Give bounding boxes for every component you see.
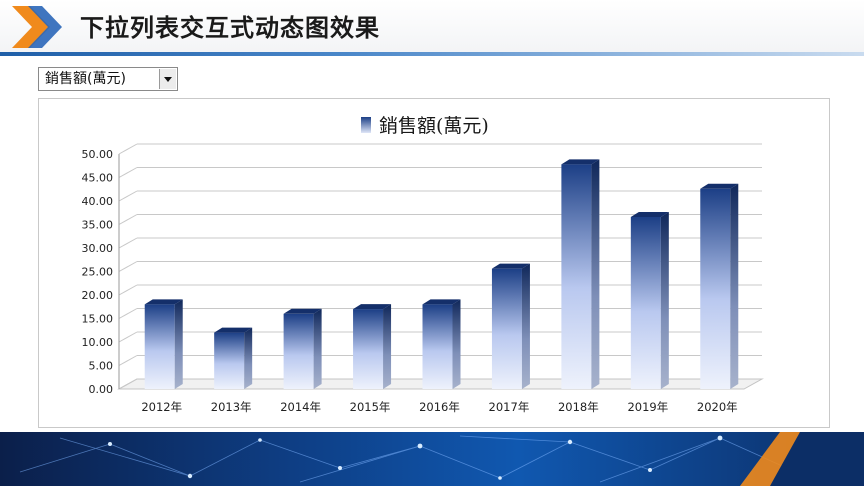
x-tick-label: 2017年 — [489, 400, 530, 414]
gridline-depth — [118, 214, 138, 225]
slide-header: 下拉列表交互式动态图效果 — [0, 0, 864, 56]
bar — [561, 159, 600, 389]
bar-top — [422, 299, 461, 305]
gridline-depth — [118, 167, 138, 178]
bar-front — [353, 309, 384, 389]
bar-chart: 0.00 5.00 10.00 15.00 20.00 25.00 30.00 35.00 40… — [82, 115, 764, 414]
decorative-network-band — [0, 432, 864, 486]
bar-top — [491, 263, 530, 269]
y-tick-label: 30.00 — [82, 242, 114, 255]
y-tick-label: 0.00 — [89, 383, 114, 396]
x-tick-label: 2018年 — [558, 400, 599, 414]
bar — [283, 308, 322, 389]
x-tick-label: 2019年 — [627, 400, 668, 414]
y-tick-label: 20.00 — [82, 289, 114, 302]
chart-frame: 0.00 5.00 10.00 15.00 20.00 25.00 30.00 35.00 40… — [38, 98, 830, 428]
y-tick-label: 10.00 — [82, 336, 114, 349]
gridline-depth — [118, 143, 138, 155]
bar — [630, 211, 669, 389]
bar-front — [561, 164, 592, 389]
bar-front — [283, 313, 314, 389]
bar-front — [422, 304, 453, 389]
gridline-depth — [118, 190, 138, 202]
bar-top — [353, 304, 392, 310]
bar-top — [630, 211, 669, 217]
bar-side — [383, 304, 392, 389]
slide-title: 下拉列表交互式动态图效果 — [80, 14, 380, 42]
bar — [214, 327, 253, 389]
chevron-logo-icon — [12, 6, 62, 48]
y-tick-label: 15.00 — [82, 313, 114, 326]
bar-side — [452, 299, 461, 389]
chevron-down-icon[interactable] — [159, 69, 176, 89]
gridline-depth — [118, 284, 138, 296]
y-tick-label: 5.00 — [89, 360, 114, 373]
bar-front — [214, 332, 245, 389]
y-tick-label: 40.00 — [82, 195, 114, 208]
gridline-depth — [118, 331, 138, 343]
bar-side — [244, 327, 253, 389]
bar-top — [283, 308, 322, 314]
bar-side — [521, 263, 530, 389]
x-tick-label: 2020年 — [697, 400, 738, 414]
bar — [700, 183, 739, 389]
bar-side — [660, 211, 669, 389]
x-tick-label: 2013年 — [211, 400, 252, 414]
bar-front — [630, 216, 661, 389]
x-tick-label: 2014年 — [280, 400, 321, 414]
bar-top — [561, 159, 600, 165]
header-divider — [0, 52, 864, 56]
bar-top — [214, 327, 253, 333]
bar — [491, 263, 530, 389]
bar — [422, 299, 461, 389]
bar-side — [174, 299, 183, 389]
y-tick-label: 25.00 — [82, 266, 114, 279]
gridline-depth — [118, 378, 138, 390]
bar-side — [313, 308, 322, 389]
dropdown-selected-value: 銷售額(萬元) — [45, 71, 126, 87]
y-tick-label: 35.00 — [82, 219, 114, 232]
bar — [353, 304, 392, 389]
network-pattern-icon — [19, 432, 864, 486]
bar-top — [144, 299, 183, 305]
gridline-depth — [118, 237, 138, 249]
y-tick-label: 45.00 — [82, 172, 114, 185]
bar-side — [591, 159, 600, 389]
x-tick-label: 2015年 — [350, 400, 391, 414]
legend-swatch — [361, 117, 371, 133]
gridline-depth — [118, 308, 138, 319]
metric-dropdown[interactable]: 銷售額(萬元) — [38, 67, 178, 91]
y-tick-label: 50.00 — [82, 148, 114, 161]
bar-front — [491, 268, 522, 389]
bar-top — [700, 183, 739, 189]
legend-label: 銷售額(萬元) — [379, 115, 489, 137]
bar-side — [730, 183, 739, 389]
x-tick-label: 2012年 — [141, 400, 182, 414]
bar-front — [144, 304, 175, 389]
x-tick-label: 2016年 — [419, 400, 460, 414]
bar — [144, 299, 183, 389]
gridline-depth — [118, 355, 138, 366]
gridline-depth — [118, 261, 138, 272]
bar-front — [700, 188, 731, 389]
